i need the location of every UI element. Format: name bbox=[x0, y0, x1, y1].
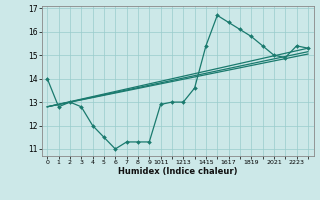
X-axis label: Humidex (Indice chaleur): Humidex (Indice chaleur) bbox=[118, 167, 237, 176]
